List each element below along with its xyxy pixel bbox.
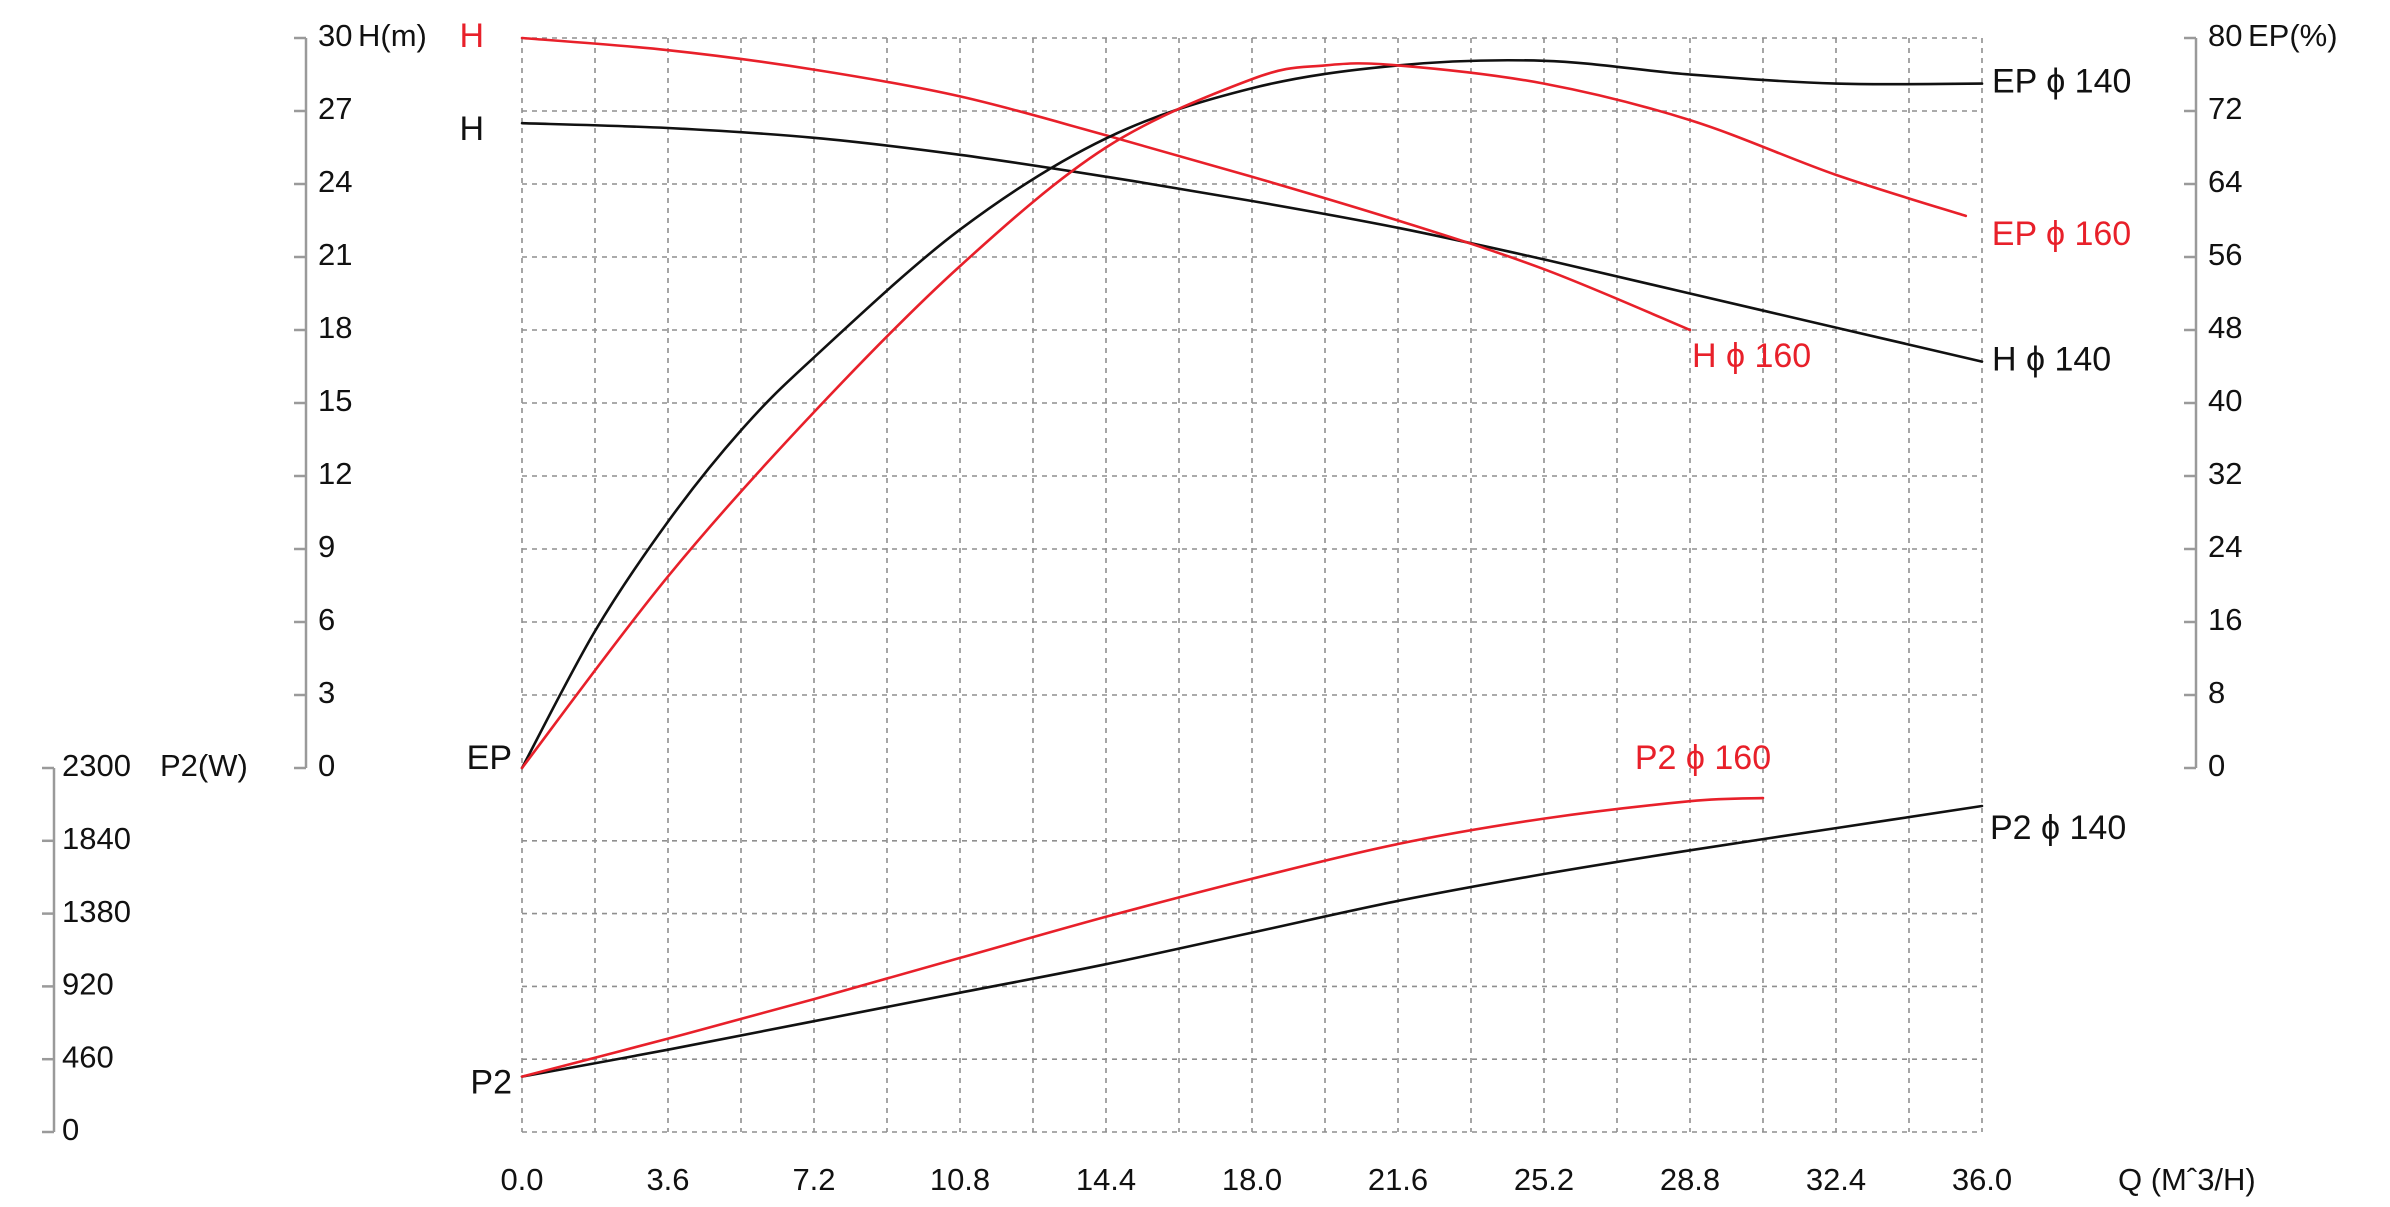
series-line-ep-160 [520, 62, 1968, 770]
series-line-p2-140 [520, 804, 1984, 1078]
h-axis-tick-label: 24 [318, 164, 352, 199]
h-axis-tick-label: 21 [318, 237, 352, 272]
series-label-p2-140: P2 ϕ 140 [1990, 809, 2126, 847]
p2-axis-tick-label: 1380 [62, 894, 131, 929]
ep-axis-tick-label: 56 [2208, 237, 2242, 272]
x-axis-tick-label: 25.2 [1514, 1162, 1574, 1197]
ep-axis-tick-label: 8 [2208, 675, 2225, 710]
ep-axis-tick-label: 48 [2208, 310, 2242, 345]
p2-axis-tick-label: 0 [62, 1112, 79, 1147]
x-axis-title: Q (Mˆ3/H) [2118, 1162, 2256, 1197]
grid [521, 37, 1983, 1133]
ep-axis-tick-label: 16 [2208, 602, 2242, 637]
p2-axis-title: P2(W) [160, 748, 248, 783]
series-line-p2-160 [520, 796, 1765, 1078]
x-axis-tick-label: 0.0 [500, 1162, 543, 1197]
series-label-p2-160: P2 ϕ 160 [1635, 739, 1771, 777]
h-axis-tick-label: 0 [318, 748, 335, 783]
start-label-ep: EP [467, 739, 512, 777]
start-label-p2: P2 [470, 1064, 512, 1102]
p2-axis-tick-label: 1840 [62, 821, 131, 856]
ep-axis-tick-label: 24 [2208, 529, 2242, 564]
ep-axis-title: EP(%) [2248, 18, 2338, 53]
h-axis-tick-label: 6 [318, 602, 335, 637]
ep-axis-tick-label: 40 [2208, 383, 2242, 418]
x-axis-tick-label: 18.0 [1222, 1162, 1282, 1197]
start-label-h-140: H [459, 110, 484, 148]
h-axis-title: H(m) [358, 18, 427, 53]
h-axis-tick-label: 3 [318, 675, 335, 710]
series-label-h-160: H ϕ 160 [1692, 337, 1811, 375]
p2-axis-tick-label: 460 [62, 1039, 114, 1074]
series-line-h-160 [520, 36, 1692, 332]
ep-axis-tick-label: 72 [2208, 91, 2242, 126]
axes: 0 3 6 9 12 15 18 21 24 27 30 H(m) 0 8 16 24 32 40 48 56 64 72… [42, 18, 2338, 1197]
x-axis-tick-label: 32.4 [1806, 1162, 1866, 1197]
h-axis-tick-label: 9 [318, 529, 335, 564]
h-axis-tick-label: 18 [318, 310, 352, 345]
x-axis-tick-label: 7.2 [792, 1162, 835, 1197]
series-label-ep-160: EP ϕ 160 [1992, 215, 2131, 253]
x-axis-tick-label: 21.6 [1368, 1162, 1428, 1197]
h-axis-tick-label: 30 [318, 18, 352, 53]
x-axis-tick-label: 14.4 [1076, 1162, 1136, 1197]
x-axis-tick-label: 10.8 [930, 1162, 990, 1197]
series-line-h-140 [520, 121, 1984, 363]
series-label-ep-140: EP ϕ 140 [1992, 63, 2131, 101]
start-label-h-160: H [459, 17, 484, 55]
x-axis-tick-label: 36.0 [1952, 1162, 2012, 1197]
series-label-h-140: H ϕ 140 [1992, 341, 2111, 379]
series-line-ep-140 [520, 58, 1984, 770]
h-axis-tick-label: 27 [318, 91, 352, 126]
labels: H ϕ 140 H ϕ 160 EP ϕ 140 EP ϕ 160 P2 ϕ 140 P2… [459, 17, 2131, 1102]
ep-axis-tick-label: 0 [2208, 748, 2225, 783]
curves [520, 36, 1984, 1078]
x-axis-tick-label: 28.8 [1660, 1162, 1720, 1197]
ep-axis-tick-label: 32 [2208, 456, 2242, 491]
p2-axis-tick-label: 920 [62, 967, 114, 1002]
x-axis-tick-label: 3.6 [646, 1162, 689, 1197]
ep-axis-tick-label: 64 [2208, 164, 2242, 199]
h-axis-tick-label: 15 [318, 383, 352, 418]
h-axis-tick-label: 12 [318, 456, 352, 491]
p2-axis-tick-label: 2300 [62, 748, 131, 783]
ep-axis-tick-label: 80 [2208, 18, 2242, 53]
